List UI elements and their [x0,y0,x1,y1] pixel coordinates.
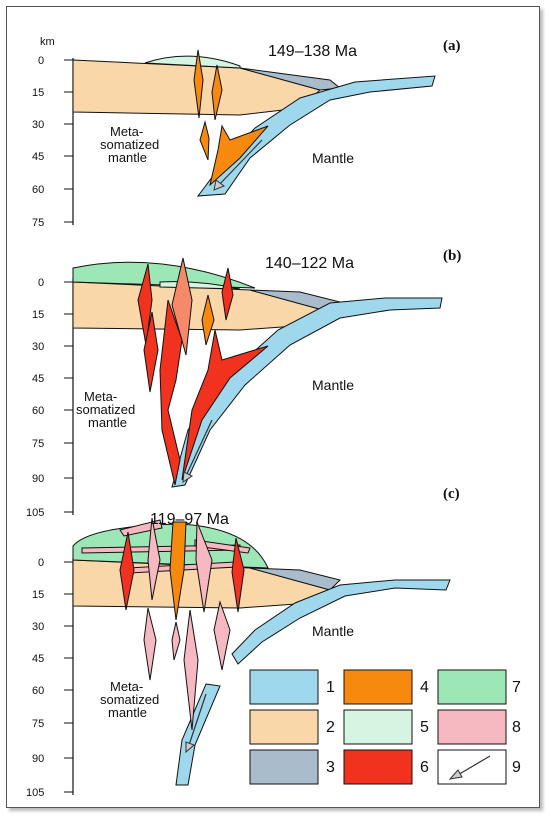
cover-sediment-layer [72,261,256,289]
depth-axis-b: 0 15 30 45 60 75 90 105 [26,277,74,519]
melt-body [171,621,181,661]
legend-swatch-3 [249,749,319,785]
legend: 1 4 7 2 5 8 3 6 9 [249,669,521,785]
metasomatized-label: Meta- [110,679,143,694]
tick-label: 105 [26,507,44,519]
legend-swatch-7 [437,669,507,705]
tick-label: 45 [32,653,44,665]
tick-label: 15 [32,87,44,99]
subduction-arrow-head [213,179,226,191]
melt-body [221,267,234,321]
panel-b: 0 15 30 45 60 75 90 105 Meta- somatized … [26,248,461,519]
melt-body [231,537,245,613]
melt-body [143,311,159,393]
panel-letter: (a) [443,38,461,54]
metasomatized-label: mantle [108,150,147,165]
legend-label-7: 7 [512,679,521,696]
metasomatized-label: mantle [108,705,147,720]
subducting-slab [231,579,451,665]
melt-body [183,609,199,731]
legend-swatch-1 [249,669,319,705]
subduction-arrow [187,693,207,749]
tick-label: 0 [38,557,44,569]
accretionary-wedge [249,567,341,591]
legend-swatch-5 [343,709,413,745]
legend-label-8: 8 [512,719,521,736]
mantle-label: Mantle [312,377,354,393]
tick-label: 30 [32,341,44,353]
age-label: 149–138 Ma [268,43,357,60]
metasomatized-label: mantle [88,415,127,430]
tick-label: 45 [32,151,44,163]
metasomatized-label: Meta- [84,389,117,404]
tick-label: 90 [32,473,44,485]
melt-body [209,124,269,187]
melt-body [199,120,210,161]
melt-body [195,521,213,613]
tick-label: 30 [32,119,44,131]
tick-label: 75 [32,217,44,229]
panel-c: 0 15 30 45 60 75 90 105 Meta- somat [26,486,460,799]
depth-axis-c: 0 15 30 45 60 75 90 105 [26,557,74,799]
melt-body [159,299,183,486]
tick-label: 15 [32,309,44,321]
legend-swatch-4 [343,669,413,705]
metasomatized-label: somatized [100,137,159,152]
cover-sediment-layer [144,55,241,69]
tick-label: 90 [32,753,44,765]
legend-label-2: 2 [326,719,335,736]
melt-body [213,600,231,671]
subduction-arrow [184,419,213,479]
legend-label-1: 1 [326,679,335,696]
melt-body [119,531,135,611]
legend-label-5: 5 [420,719,429,736]
melt-body [193,49,204,119]
melt-body [147,517,161,601]
legend-swatch-6 [343,749,413,785]
melt-body [171,257,193,356]
depth-axis-a: km 0 15 30 45 60 75 [32,36,74,229]
legend-label-9: 9 [512,759,521,776]
legend-arrow-head-icon [448,769,463,780]
tick-label: 105 [26,787,44,799]
panel-letter: (c) [443,486,460,502]
tick-label: 75 [32,438,44,450]
depth-unit-label: km [40,36,55,48]
metasomatized-label: Meta- [110,124,143,139]
metasomatized-label: somatized [76,402,135,417]
legend-label-3: 3 [326,759,335,776]
melt-body [201,294,215,346]
mantle-label: Mantle [312,150,354,166]
tick-label: 15 [32,589,44,601]
age-label: 140–122 Ma [265,255,354,272]
subducting-slab [171,297,443,488]
melt-body [211,64,223,121]
panel-a: km 0 15 30 45 60 75 Meta- somatized mant… [32,36,461,229]
tick-label: 60 [32,685,44,697]
subduction-arrow-head [182,471,193,484]
tick-label: 60 [32,184,44,196]
legend-label-6: 6 [420,759,429,776]
tick-label: 75 [32,718,44,730]
panel-letter: (b) [443,248,461,264]
detached-slab [175,683,221,786]
metasomatized-label: somatized [100,692,159,707]
mantle-label: Mantle [312,623,354,639]
tick-label: 45 [32,373,44,385]
legend-label-4: 4 [420,679,429,696]
subduction-arrow-head [185,741,195,754]
tick-label: 0 [38,277,44,289]
tick-label: 30 [32,621,44,633]
subduction-arrow [217,139,263,187]
tick-label: 0 [38,55,44,67]
age-label: 119–97 Ma [150,511,229,528]
melt-body [181,329,269,481]
legend-swatch-2 [249,709,319,745]
tick-label: 60 [32,405,44,417]
melt-body [143,607,157,681]
legend-swatch-8 [437,709,507,745]
legend-arrow-icon [455,755,491,777]
melt-body [169,521,187,621]
